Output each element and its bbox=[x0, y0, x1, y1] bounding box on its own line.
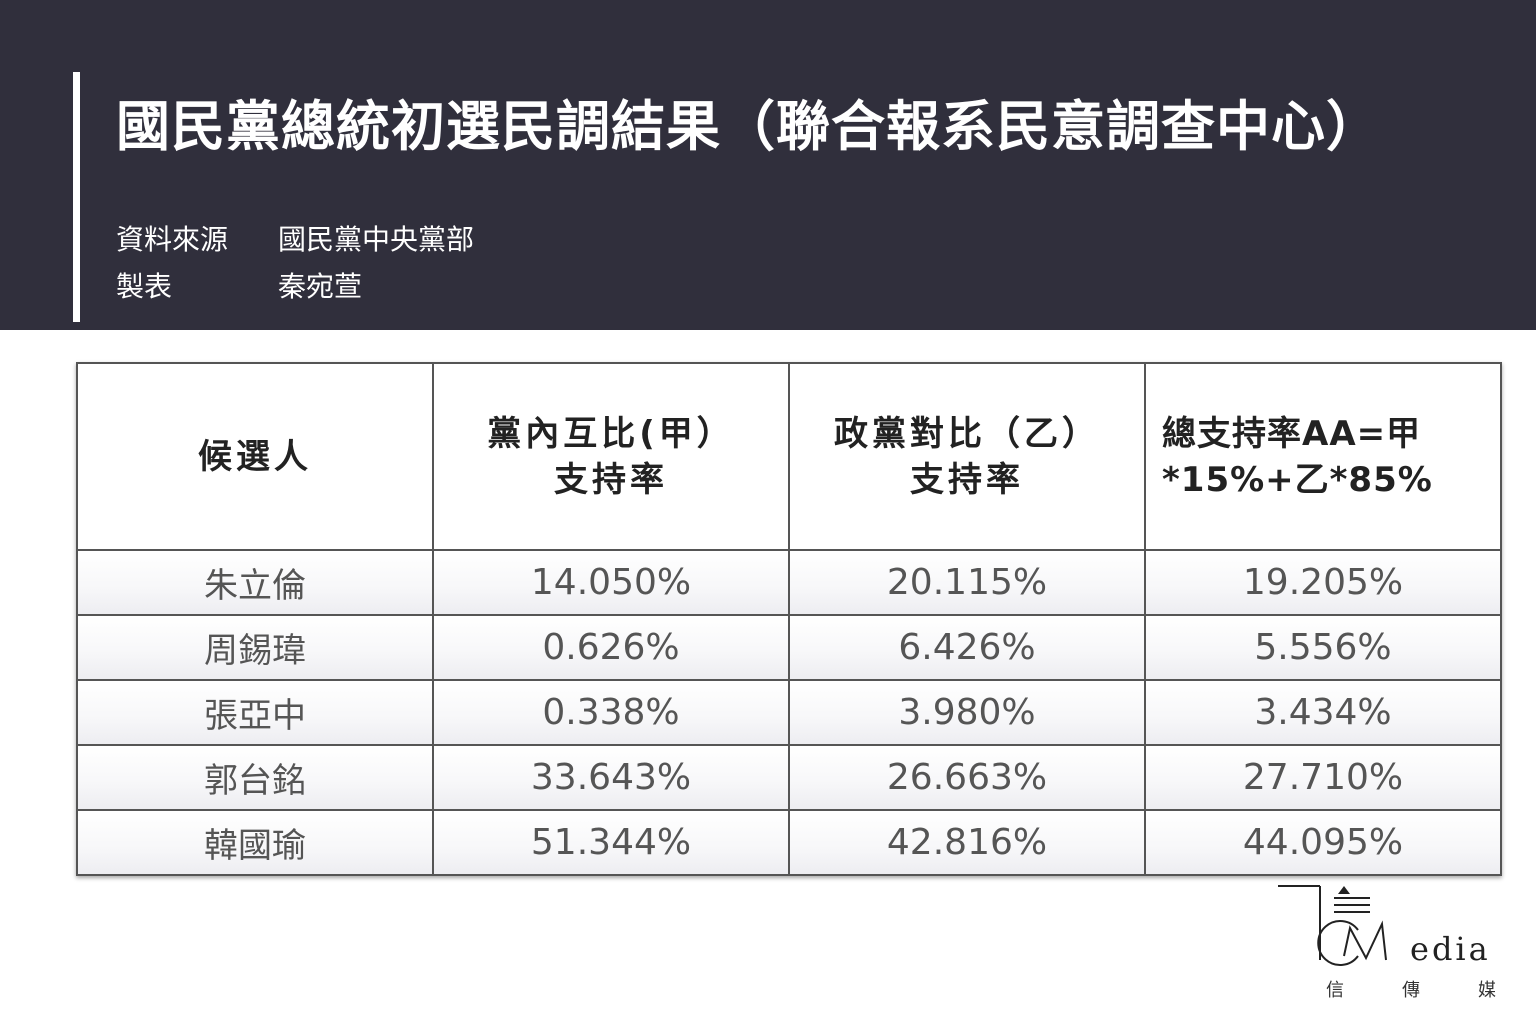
header-candidate-line1: 候選人 bbox=[198, 436, 312, 477]
media-logo-icon bbox=[1278, 885, 1387, 966]
header-banner: 國民黨總統初選民調結果（聯合報系民意調查中心） 資料來源 國民黨中央黨部 製表 秦宛… bbox=[0, 0, 1536, 330]
author-label: 製表 bbox=[116, 270, 173, 303]
source-value: 國民黨中央黨部 bbox=[278, 223, 475, 256]
inter-party-rate: 42.816% bbox=[788, 809, 1146, 876]
intra-party-rate: 33.643% bbox=[432, 744, 790, 811]
header-inter-party-line2: 支持率 bbox=[910, 459, 1024, 500]
intra-party-rate: 51.344% bbox=[432, 809, 790, 876]
header-total: 總支持率AA=甲 *15%+乙*85% bbox=[1144, 362, 1502, 551]
logo-wordmark: edia bbox=[1410, 930, 1491, 968]
header-candidate: 候選人 bbox=[76, 362, 434, 551]
total-rate: 5.556% bbox=[1144, 614, 1502, 681]
table-row: 朱立倫 14.050% 20.115% 19.205% bbox=[76, 549, 1502, 616]
author-value: 秦宛萱 bbox=[278, 270, 363, 303]
source-row: 資料來源 國民黨中央黨部 bbox=[116, 220, 474, 260]
logo-sub-char: 信 bbox=[1326, 980, 1344, 1001]
header-total-line1: 總支持率AA=甲 bbox=[1162, 413, 1422, 454]
total-rate: 3.434% bbox=[1144, 679, 1502, 746]
inter-party-rate: 20.115% bbox=[788, 549, 1146, 616]
table-row: 韓國瑜 51.344% 42.816% 44.095% bbox=[76, 809, 1502, 876]
header-accent-bar bbox=[73, 72, 80, 322]
header-inter-party: 政黨對比（乙） 支持率 bbox=[788, 362, 1146, 551]
logo-sub-char: 媒 bbox=[1478, 980, 1496, 1001]
candidate-name: 朱立倫 bbox=[76, 549, 434, 616]
source-label: 資料來源 bbox=[116, 223, 229, 256]
intra-party-rate: 14.050% bbox=[432, 549, 790, 616]
logo-sub-char: 傳 bbox=[1402, 980, 1420, 1001]
header-total-line2: *15%+乙*85% bbox=[1162, 459, 1433, 500]
logo-subtitle: 信 傳 媒 bbox=[1326, 976, 1496, 1002]
total-rate: 44.095% bbox=[1144, 809, 1502, 876]
inter-party-rate: 26.663% bbox=[788, 744, 1146, 811]
table-row: 周錫瑋 0.626% 6.426% 5.556% bbox=[76, 614, 1502, 681]
poll-results-table: 候選人 黨內互比(甲） 支持率 政黨對比（乙） 支持率 總支持率AA=甲 *15… bbox=[76, 362, 1502, 876]
total-rate: 19.205% bbox=[1144, 549, 1502, 616]
total-rate: 27.710% bbox=[1144, 744, 1502, 811]
candidate-name: 張亞中 bbox=[76, 679, 434, 746]
author-row: 製表 秦宛萱 bbox=[116, 267, 362, 307]
header-intra-party-line2: 支持率 bbox=[554, 459, 668, 500]
table-row: 張亞中 0.338% 3.980% 3.434% bbox=[76, 679, 1502, 746]
candidate-name: 郭台銘 bbox=[76, 744, 434, 811]
inter-party-rate: 3.980% bbox=[788, 679, 1146, 746]
candidate-name: 韓國瑜 bbox=[76, 809, 434, 876]
table-row: 郭台銘 33.643% 26.663% 27.710% bbox=[76, 744, 1502, 811]
header-inter-party-line1: 政黨對比（乙） bbox=[834, 413, 1100, 454]
header-intra-party-line1: 黨內互比(甲） bbox=[487, 413, 735, 454]
page-title: 國民黨總統初選民調結果（聯合報系民意調查中心） bbox=[116, 95, 1381, 158]
candidate-name: 周錫瑋 bbox=[76, 614, 434, 681]
intra-party-rate: 0.338% bbox=[432, 679, 790, 746]
table-header-row: 候選人 黨內互比(甲） 支持率 政黨對比（乙） 支持率 總支持率AA=甲 *15… bbox=[76, 362, 1502, 551]
inter-party-rate: 6.426% bbox=[788, 614, 1146, 681]
intra-party-rate: 0.626% bbox=[432, 614, 790, 681]
header-intra-party: 黨內互比(甲） 支持率 bbox=[432, 362, 790, 551]
